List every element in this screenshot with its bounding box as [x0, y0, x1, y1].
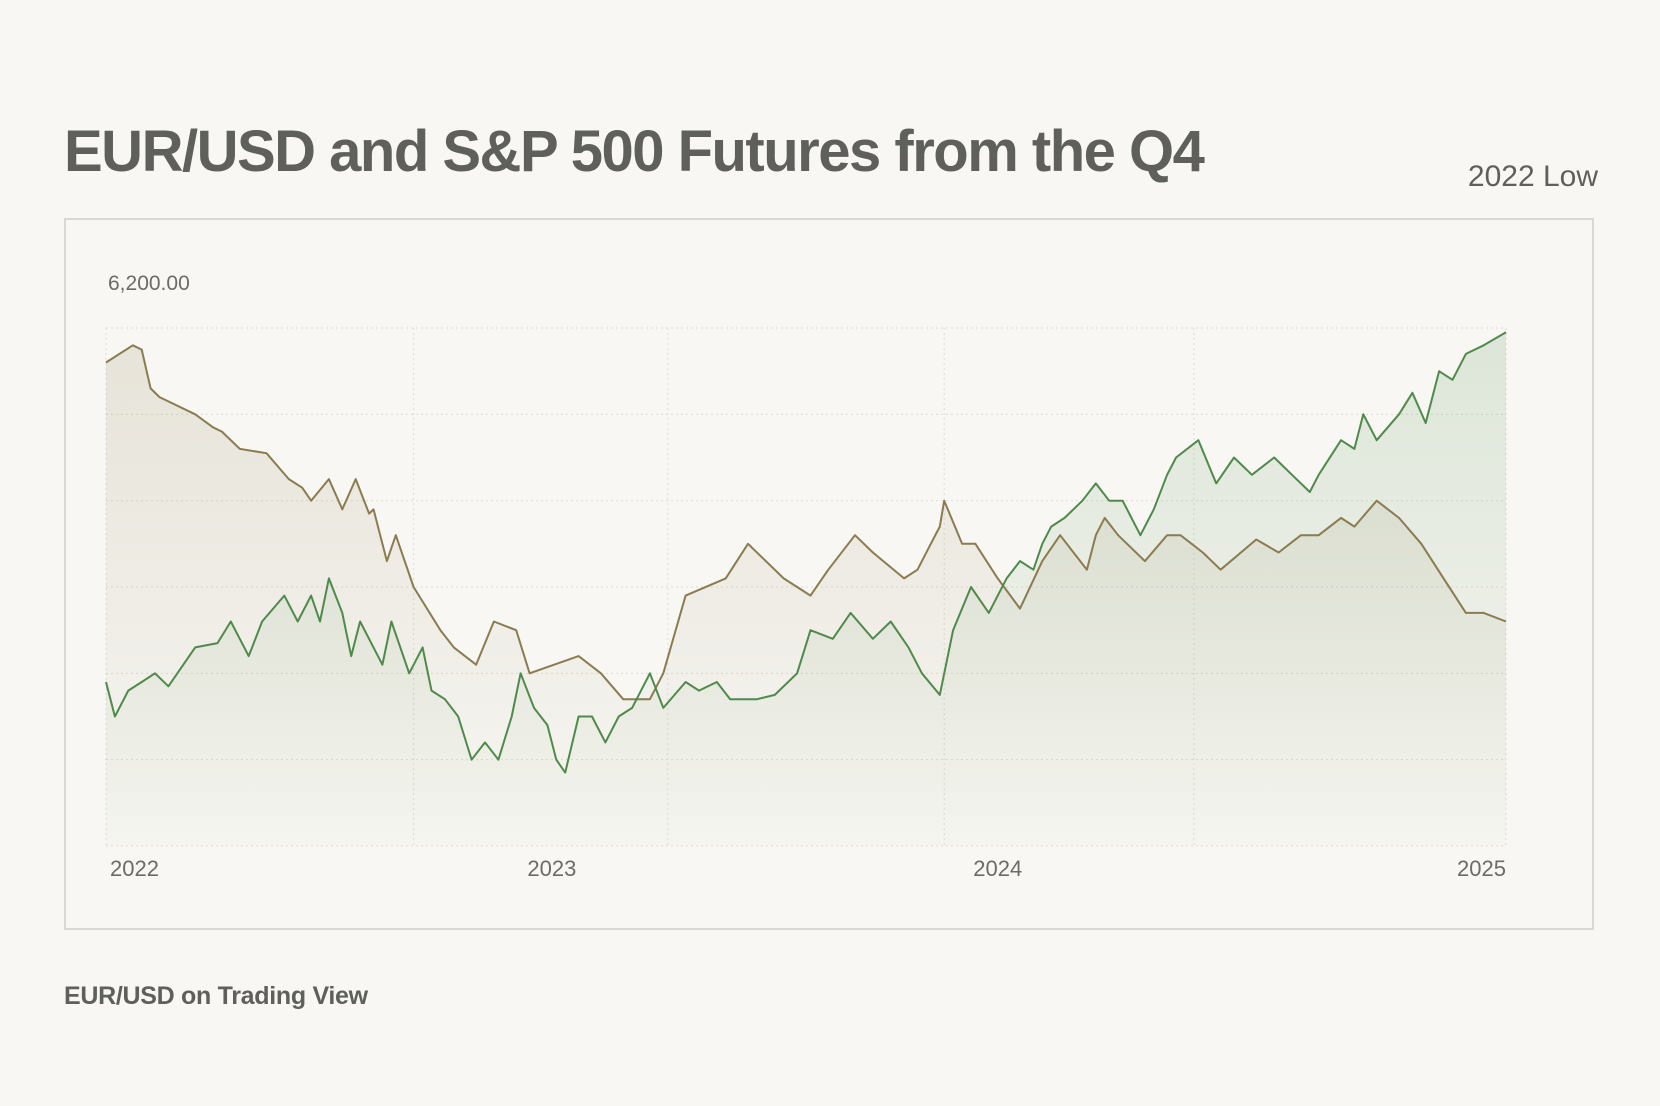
- x-axis-ticks: 2022 2023 2024 2025: [110, 856, 1506, 881]
- series-line-sp500: [105, 331, 1507, 774]
- x-tick-label: 2025: [1457, 856, 1506, 881]
- series-lines: [105, 331, 1507, 774]
- series-line-eur_usd: [105, 344, 1507, 701]
- x-tick-label: 2024: [973, 856, 1022, 881]
- x-tick-label: 2023: [527, 856, 576, 881]
- chart-title: EUR/USD and S&P 500 Futures from the Q4: [64, 119, 1205, 184]
- x-tick-label: 2022: [110, 856, 159, 881]
- chart-subtitle: 2022 Low: [1467, 160, 1598, 193]
- line-chart: 6,200.00 2022 2023 2024 2025: [105, 272, 1507, 881]
- y-axis-top-label: 6,200.00: [108, 272, 190, 295]
- chart-frame: 6,200.00 2022 2023 2024 2025: [64, 218, 1594, 930]
- source-note: EUR/USD on Trading View: [64, 982, 368, 1010]
- series-areas: [106, 332, 1506, 846]
- series-area-sp500: [106, 332, 1506, 846]
